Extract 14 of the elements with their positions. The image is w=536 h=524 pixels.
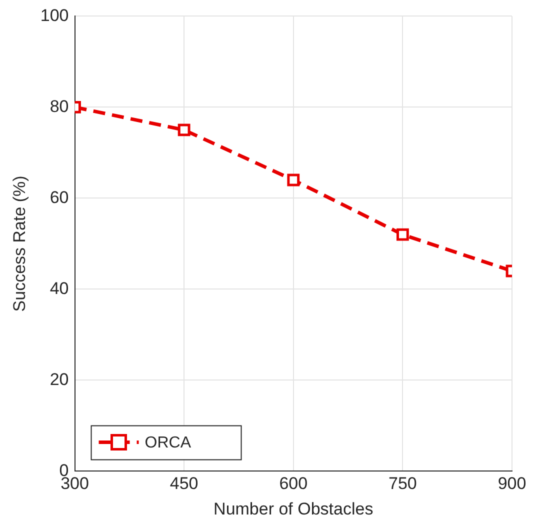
x-tick-label: 750: [388, 474, 417, 494]
y-tick-label: 80: [50, 96, 69, 116]
x-axis-title: Number of Obstacles: [214, 499, 374, 518]
x-tick-label: 600: [279, 474, 308, 494]
x-tick-label: 900: [498, 474, 526, 494]
point: [287, 174, 300, 186]
x-tick-label: 450: [170, 474, 198, 494]
point: [396, 228, 409, 241]
y-tick-label: 100: [40, 6, 69, 25]
y-tick-label: 20: [50, 370, 69, 389]
legend-label: ORCA: [144, 434, 192, 452]
y-axis-title: Success Rate (%): [10, 176, 29, 312]
y-tick-label: 60: [50, 188, 69, 207]
y-tick-label: 40: [50, 278, 69, 298]
